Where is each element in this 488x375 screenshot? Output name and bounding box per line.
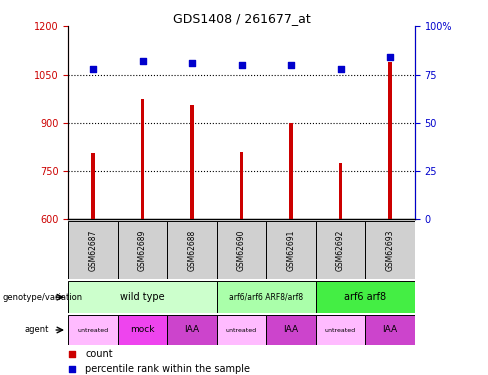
Bar [68,281,217,313]
Text: IAA: IAA [184,326,200,334]
Point [266,166,274,172]
Text: agent: agent [24,326,49,334]
Point [287,62,295,68]
Text: untreated: untreated [78,327,109,333]
Bar [91,153,95,219]
Point [266,307,274,313]
Point [386,54,394,60]
Bar [167,315,217,345]
Bar [240,152,244,219]
Text: mock: mock [130,326,155,334]
Bar [366,315,415,345]
Point [89,66,97,72]
Text: arf6/arf6 ARF8/arf8: arf6/arf6 ARF8/arf8 [229,292,304,302]
Bar [68,221,118,279]
Text: GSM62687: GSM62687 [88,230,98,271]
Bar [316,281,415,313]
Bar [217,221,266,279]
Bar [167,221,217,279]
Text: IAA: IAA [383,326,398,334]
Text: GSM62691: GSM62691 [286,230,296,271]
Text: GSM62689: GSM62689 [138,230,147,271]
Bar [118,221,167,279]
Text: GSM62692: GSM62692 [336,230,345,271]
Point [188,60,196,66]
Text: percentile rank within the sample: percentile rank within the sample [85,364,250,374]
Bar [316,315,366,345]
Bar [190,105,194,219]
Bar [266,315,316,345]
Bar [217,281,316,313]
Text: genotype/variation: genotype/variation [2,292,82,302]
Bar [118,315,167,345]
Text: GSM62690: GSM62690 [237,230,246,271]
Bar [316,221,366,279]
Bar [68,315,118,345]
Bar [339,163,342,219]
Point [337,66,345,72]
Point [139,58,146,64]
Bar [289,123,293,219]
Text: IAA: IAA [284,326,299,334]
Text: count: count [85,349,113,359]
Text: arf6 arf8: arf6 arf8 [344,292,386,302]
Text: untreated: untreated [226,327,257,333]
Text: wild type: wild type [120,292,165,302]
Text: untreated: untreated [325,327,356,333]
Title: GDS1408 / 261677_at: GDS1408 / 261677_at [173,12,310,25]
Bar [266,221,316,279]
Text: GSM62688: GSM62688 [187,230,197,271]
Bar [388,62,392,219]
Point [238,62,245,68]
Text: GSM62693: GSM62693 [386,230,395,271]
Bar [141,99,144,219]
Bar [217,315,266,345]
Bar [366,221,415,279]
